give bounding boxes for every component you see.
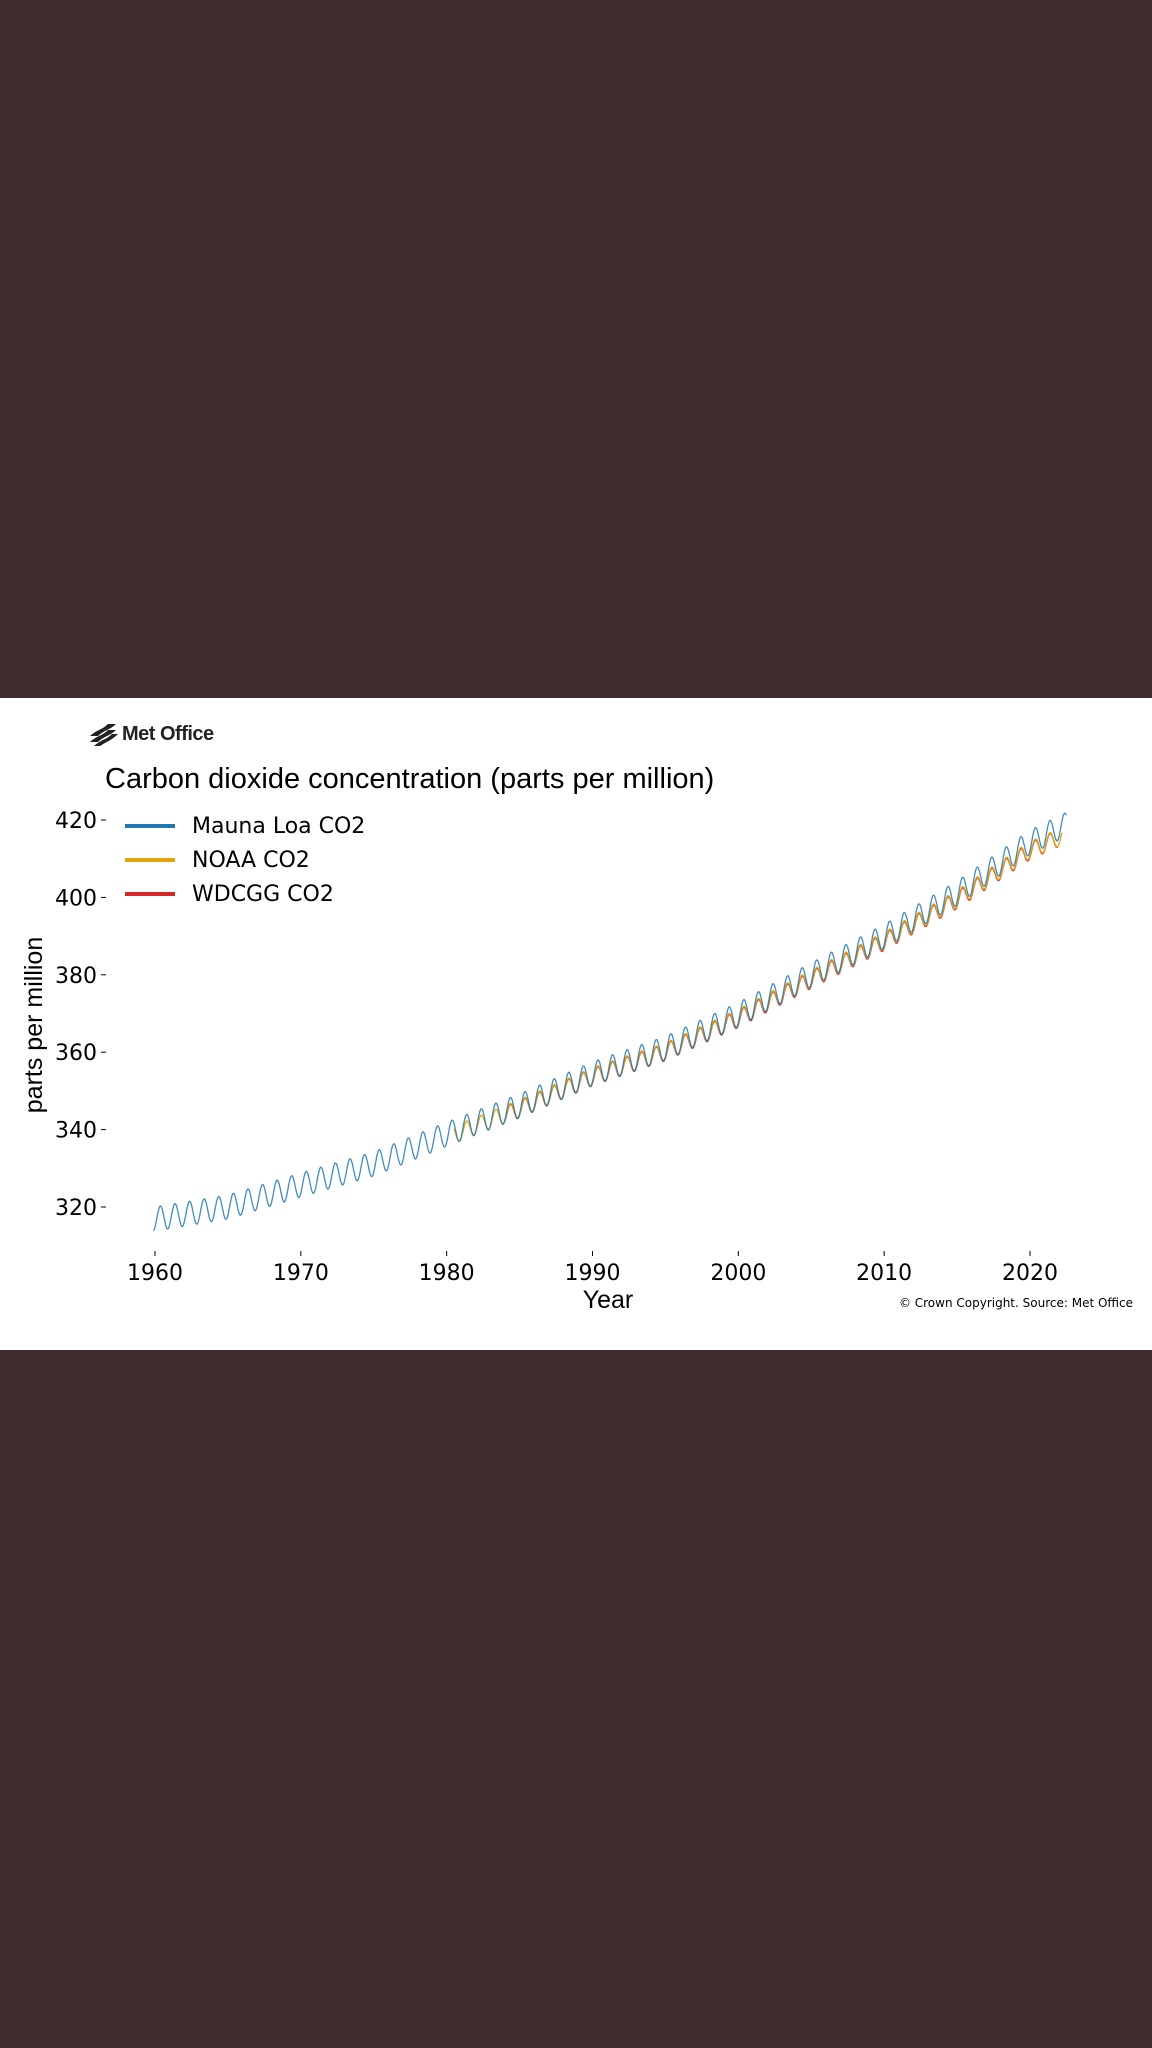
x-tick-label: 1990 xyxy=(565,1261,621,1286)
y-tick-label: 420 xyxy=(55,809,97,834)
x-tick-label: 2020 xyxy=(1002,1261,1058,1286)
logo-text: Met Office xyxy=(122,723,214,745)
x-tick-label: 2000 xyxy=(710,1261,766,1286)
x-tick-label: 2010 xyxy=(856,1261,912,1286)
series-line-noaa-co2 xyxy=(453,832,1063,1142)
chart: Met Office Carbon dioxide concentration … xyxy=(20,723,1133,1314)
chart-card: Met Office Carbon dioxide concentration … xyxy=(0,698,1152,1350)
y-tick-label: 360 xyxy=(55,1041,97,1066)
legend-label-mauna-loa: Mauna Loa CO2 xyxy=(192,814,365,839)
y-tick-label: 400 xyxy=(55,886,97,911)
y-axis: 320 340 360 380 400 420 xyxy=(55,809,106,1221)
chart-title: Carbon dioxide concentration (parts per … xyxy=(105,763,714,795)
x-tick-label: 1970 xyxy=(273,1261,329,1286)
y-tick-label: 340 xyxy=(55,1119,97,1144)
x-axis: 1960 1970 1980 1990 2000 2010 2020 xyxy=(127,1251,1058,1286)
x-tick-label: 1980 xyxy=(419,1261,475,1286)
series-line-mauna-loa-co2 xyxy=(153,812,1067,1232)
y-axis-label: parts per million xyxy=(20,937,48,1113)
x-tick-label: 1960 xyxy=(127,1261,183,1286)
copyright-text: © Crown Copyright. Source: Met Office xyxy=(899,1296,1133,1310)
y-tick-label: 320 xyxy=(55,1196,97,1221)
x-axis-label: Year xyxy=(583,1286,634,1314)
legend: Mauna Loa CO2 NOAA CO2 WDCGG CO2 xyxy=(125,814,365,907)
plot-area xyxy=(153,812,1067,1232)
legend-label-noaa: NOAA CO2 xyxy=(192,848,310,873)
met-office-wave-icon xyxy=(90,724,118,746)
legend-label-wdcgg: WDCGG CO2 xyxy=(192,882,334,907)
y-tick-label: 380 xyxy=(55,964,97,989)
